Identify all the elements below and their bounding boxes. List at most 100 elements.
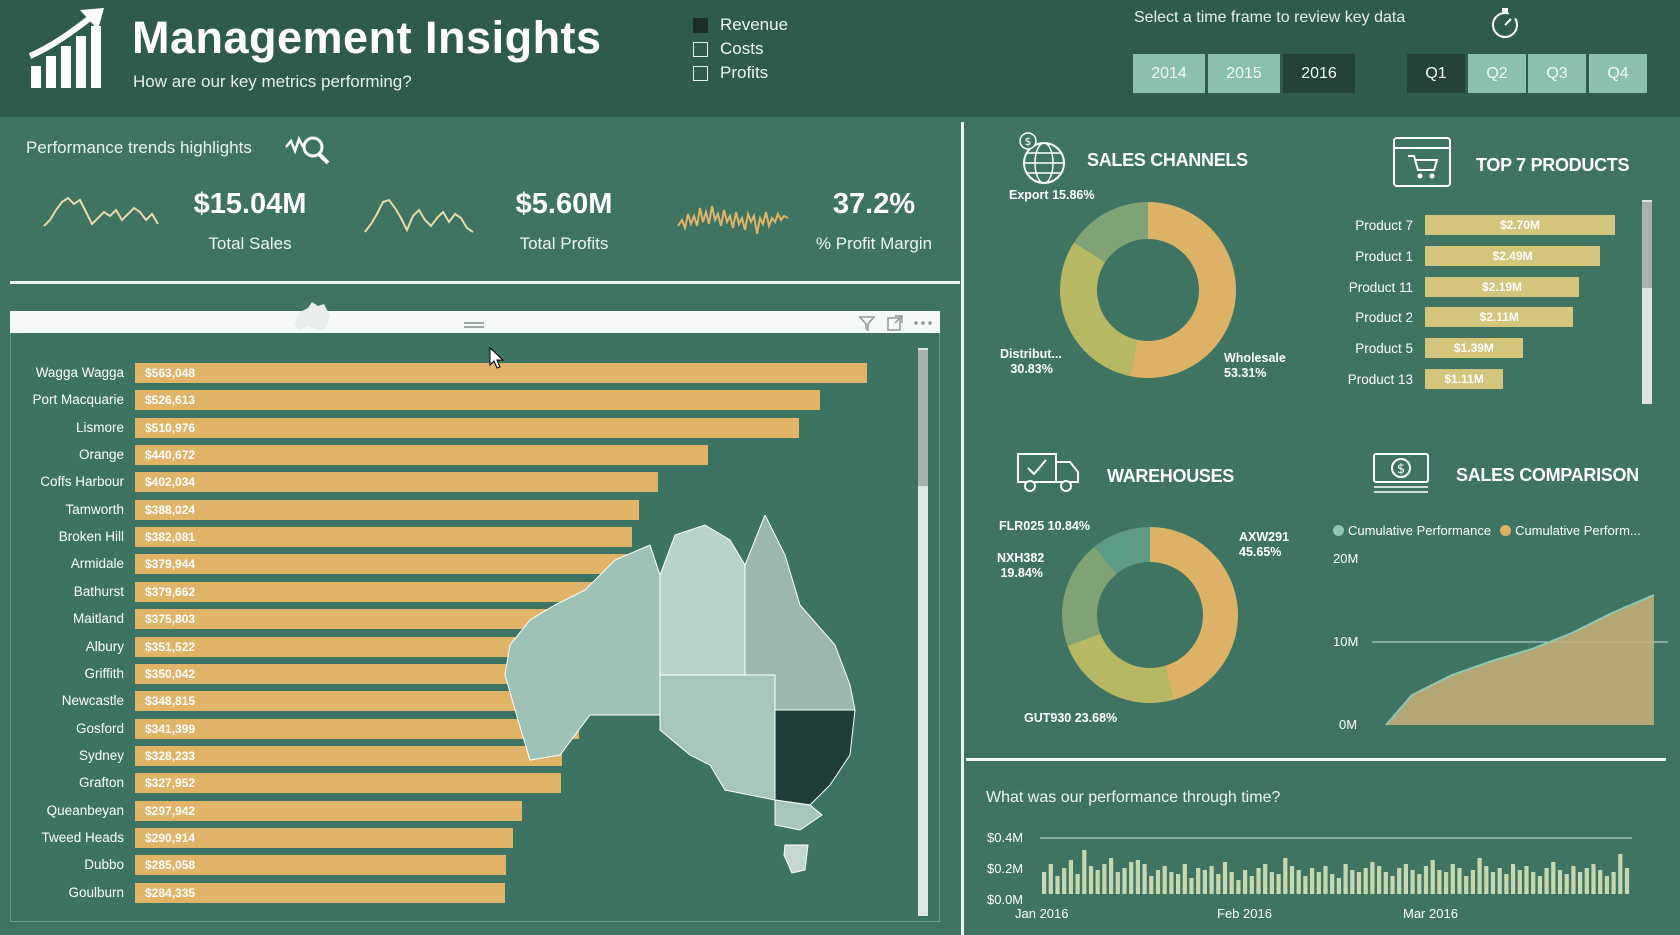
city-bar[interactable] bbox=[135, 390, 820, 411]
daily-bar[interactable] bbox=[1430, 860, 1435, 894]
daily-bar[interactable] bbox=[1269, 872, 1274, 894]
daily-bar[interactable] bbox=[1122, 868, 1127, 894]
daily-performance-column-chart[interactable] bbox=[1040, 830, 1640, 902]
quarter-button-q1[interactable]: Q1 bbox=[1407, 54, 1465, 93]
city-bar[interactable] bbox=[135, 363, 867, 383]
daily-bar[interactable] bbox=[1109, 858, 1114, 894]
product-bar[interactable] bbox=[1425, 307, 1574, 328]
donut-slice[interactable] bbox=[1074, 202, 1148, 263]
daily-bar[interactable] bbox=[1383, 872, 1388, 894]
daily-bar[interactable] bbox=[1196, 868, 1201, 894]
daily-bar[interactable] bbox=[1243, 870, 1248, 894]
daily-bar[interactable] bbox=[1524, 866, 1529, 894]
daily-bar[interactable] bbox=[1598, 870, 1603, 894]
daily-bar[interactable] bbox=[1557, 870, 1563, 894]
daily-bar[interactable] bbox=[1517, 870, 1522, 894]
daily-bar[interactable] bbox=[1611, 872, 1616, 894]
daily-bar[interactable] bbox=[1075, 874, 1080, 894]
city-bar[interactable] bbox=[135, 581, 629, 602]
daily-bar[interactable] bbox=[1410, 870, 1415, 894]
daily-bar[interactable] bbox=[1142, 864, 1147, 894]
daily-bar[interactable] bbox=[1618, 854, 1623, 894]
filter-icon[interactable] bbox=[858, 314, 876, 332]
quarter-button-q4[interactable]: Q4 bbox=[1589, 54, 1647, 93]
scrollbar-thumb[interactable] bbox=[918, 350, 928, 486]
city-bar[interactable] bbox=[135, 527, 632, 548]
daily-bar[interactable] bbox=[1263, 864, 1268, 894]
daily-bar[interactable] bbox=[1162, 866, 1167, 894]
city-bar[interactable] bbox=[135, 800, 523, 821]
daily-bar[interactable] bbox=[1276, 874, 1281, 894]
city-bar[interactable] bbox=[135, 855, 506, 876]
metric-option-revenue[interactable]: Revenue bbox=[693, 15, 788, 35]
product-bar[interactable] bbox=[1425, 215, 1615, 235]
donut-slice[interactable] bbox=[1062, 546, 1117, 646]
checkbox-revenue[interactable] bbox=[693, 17, 708, 33]
warehouses-donut[interactable] bbox=[1040, 515, 1260, 725]
daily-bar[interactable] bbox=[1350, 870, 1355, 894]
city-bar[interactable] bbox=[135, 417, 800, 438]
daily-bar[interactable] bbox=[1088, 866, 1094, 894]
daily-bar[interactable] bbox=[1390, 876, 1395, 894]
sales-comparison-area-chart[interactable] bbox=[1372, 555, 1668, 730]
quarter-button-q3[interactable]: Q3 bbox=[1528, 54, 1586, 93]
daily-bar[interactable] bbox=[1437, 870, 1442, 894]
daily-bar[interactable] bbox=[1055, 876, 1060, 894]
daily-bar[interactable] bbox=[1423, 866, 1429, 894]
daily-bar[interactable] bbox=[1176, 874, 1181, 894]
daily-bar[interactable] bbox=[1444, 872, 1449, 894]
daily-bar[interactable] bbox=[1578, 872, 1583, 894]
product-bar[interactable] bbox=[1425, 245, 1601, 266]
daily-bar[interactable] bbox=[1343, 864, 1348, 894]
daily-bar[interactable] bbox=[1490, 872, 1496, 894]
daily-bar[interactable] bbox=[1504, 874, 1509, 894]
daily-bar[interactable] bbox=[1417, 874, 1422, 894]
daily-bar[interactable] bbox=[1356, 872, 1362, 894]
quarter-button-q2[interactable]: Q2 bbox=[1468, 54, 1526, 93]
daily-bar[interactable] bbox=[1397, 868, 1402, 894]
daily-bar[interactable] bbox=[1377, 866, 1382, 894]
checkbox-profits[interactable] bbox=[693, 65, 708, 81]
daily-bar[interactable] bbox=[1296, 870, 1301, 894]
sales-channels-donut[interactable] bbox=[1038, 190, 1258, 400]
city-bar[interactable] bbox=[135, 445, 708, 466]
daily-bar[interactable] bbox=[1115, 872, 1120, 894]
daily-bar[interactable] bbox=[1316, 872, 1321, 894]
daily-bar[interactable] bbox=[1531, 872, 1536, 894]
donut-slice[interactable] bbox=[1150, 527, 1238, 700]
daily-bar[interactable] bbox=[1042, 872, 1047, 894]
daily-bar[interactable] bbox=[1182, 864, 1187, 894]
daily-bar[interactable] bbox=[1457, 868, 1462, 894]
donut-slice[interactable] bbox=[1060, 242, 1138, 377]
products-scrollbar[interactable] bbox=[1642, 200, 1652, 404]
city-bar[interactable] bbox=[135, 554, 629, 575]
daily-bar[interactable] bbox=[1155, 870, 1161, 894]
city-bar[interactable] bbox=[135, 472, 658, 493]
daily-bar[interactable] bbox=[1149, 876, 1154, 894]
daily-bar[interactable] bbox=[1095, 870, 1100, 894]
year-button-2014[interactable]: 2014 bbox=[1133, 54, 1205, 93]
drag-handle-icon[interactable] bbox=[464, 322, 484, 324]
daily-bar[interactable] bbox=[1256, 868, 1261, 894]
daily-bar[interactable] bbox=[1068, 860, 1073, 894]
product-bar[interactable] bbox=[1425, 276, 1580, 297]
city-bar[interactable] bbox=[135, 745, 562, 766]
daily-bar[interactable] bbox=[1102, 864, 1107, 894]
daily-bar[interactable] bbox=[1604, 876, 1609, 894]
city-bar[interactable] bbox=[135, 609, 624, 630]
daily-bar[interactable] bbox=[1497, 868, 1502, 894]
checkbox-costs[interactable] bbox=[693, 41, 708, 57]
daily-bar[interactable] bbox=[1229, 872, 1234, 894]
daily-bar[interactable] bbox=[1310, 868, 1315, 894]
city-bar[interactable] bbox=[135, 636, 592, 657]
daily-bar[interactable] bbox=[1591, 864, 1596, 894]
daily-bar[interactable] bbox=[1511, 864, 1516, 894]
daily-bar[interactable] bbox=[1564, 874, 1569, 894]
daily-bar[interactable] bbox=[1062, 868, 1067, 894]
focus-mode-icon[interactable] bbox=[886, 314, 904, 332]
daily-bar[interactable] bbox=[1484, 866, 1489, 894]
products-scrollbar-thumb[interactable] bbox=[1642, 202, 1652, 288]
daily-bar[interactable] bbox=[1202, 870, 1207, 894]
daily-bar[interactable] bbox=[1571, 866, 1576, 894]
daily-bar[interactable] bbox=[1363, 868, 1368, 894]
